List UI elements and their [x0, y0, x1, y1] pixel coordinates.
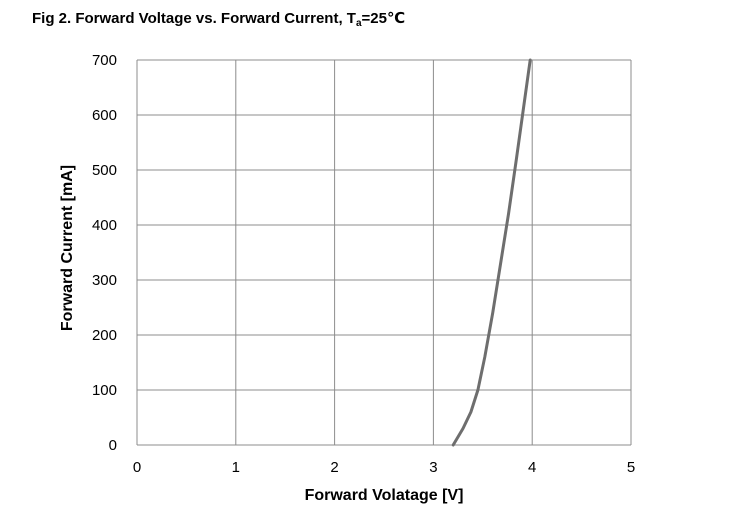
y-tick-label: 200 [92, 327, 117, 344]
y-tick-label: 600 [92, 107, 117, 124]
y-axis-label: Forward Current [mA] [59, 165, 76, 331]
title-suffix: =25℃ [361, 10, 406, 27]
x-tick-label: 3 [429, 459, 437, 476]
series-line [451, 58, 532, 447]
title-prefix: Fig 2. Forward Voltage vs. Forward Curre… [32, 10, 356, 27]
y-tick-label: 100 [92, 382, 117, 399]
x-tick-label: 0 [133, 459, 141, 476]
y-tick-label: 500 [92, 162, 117, 179]
chart-title: Fig 2. Forward Voltage vs. Forward Curre… [32, 9, 405, 29]
x-tick-label: 4 [528, 459, 536, 476]
x-tick-label: 2 [330, 459, 338, 476]
y-tick-label: 300 [92, 272, 117, 289]
y-tick-label: 400 [92, 217, 117, 234]
y-tick-label: 700 [92, 52, 117, 69]
x-tick-label: 1 [232, 459, 240, 476]
x-tick-label: 5 [627, 459, 635, 476]
x-axis-label: Forward Volatage [V] [305, 487, 464, 504]
title-subscript: a [355, 18, 362, 29]
y-tick-label: 0 [109, 437, 117, 454]
